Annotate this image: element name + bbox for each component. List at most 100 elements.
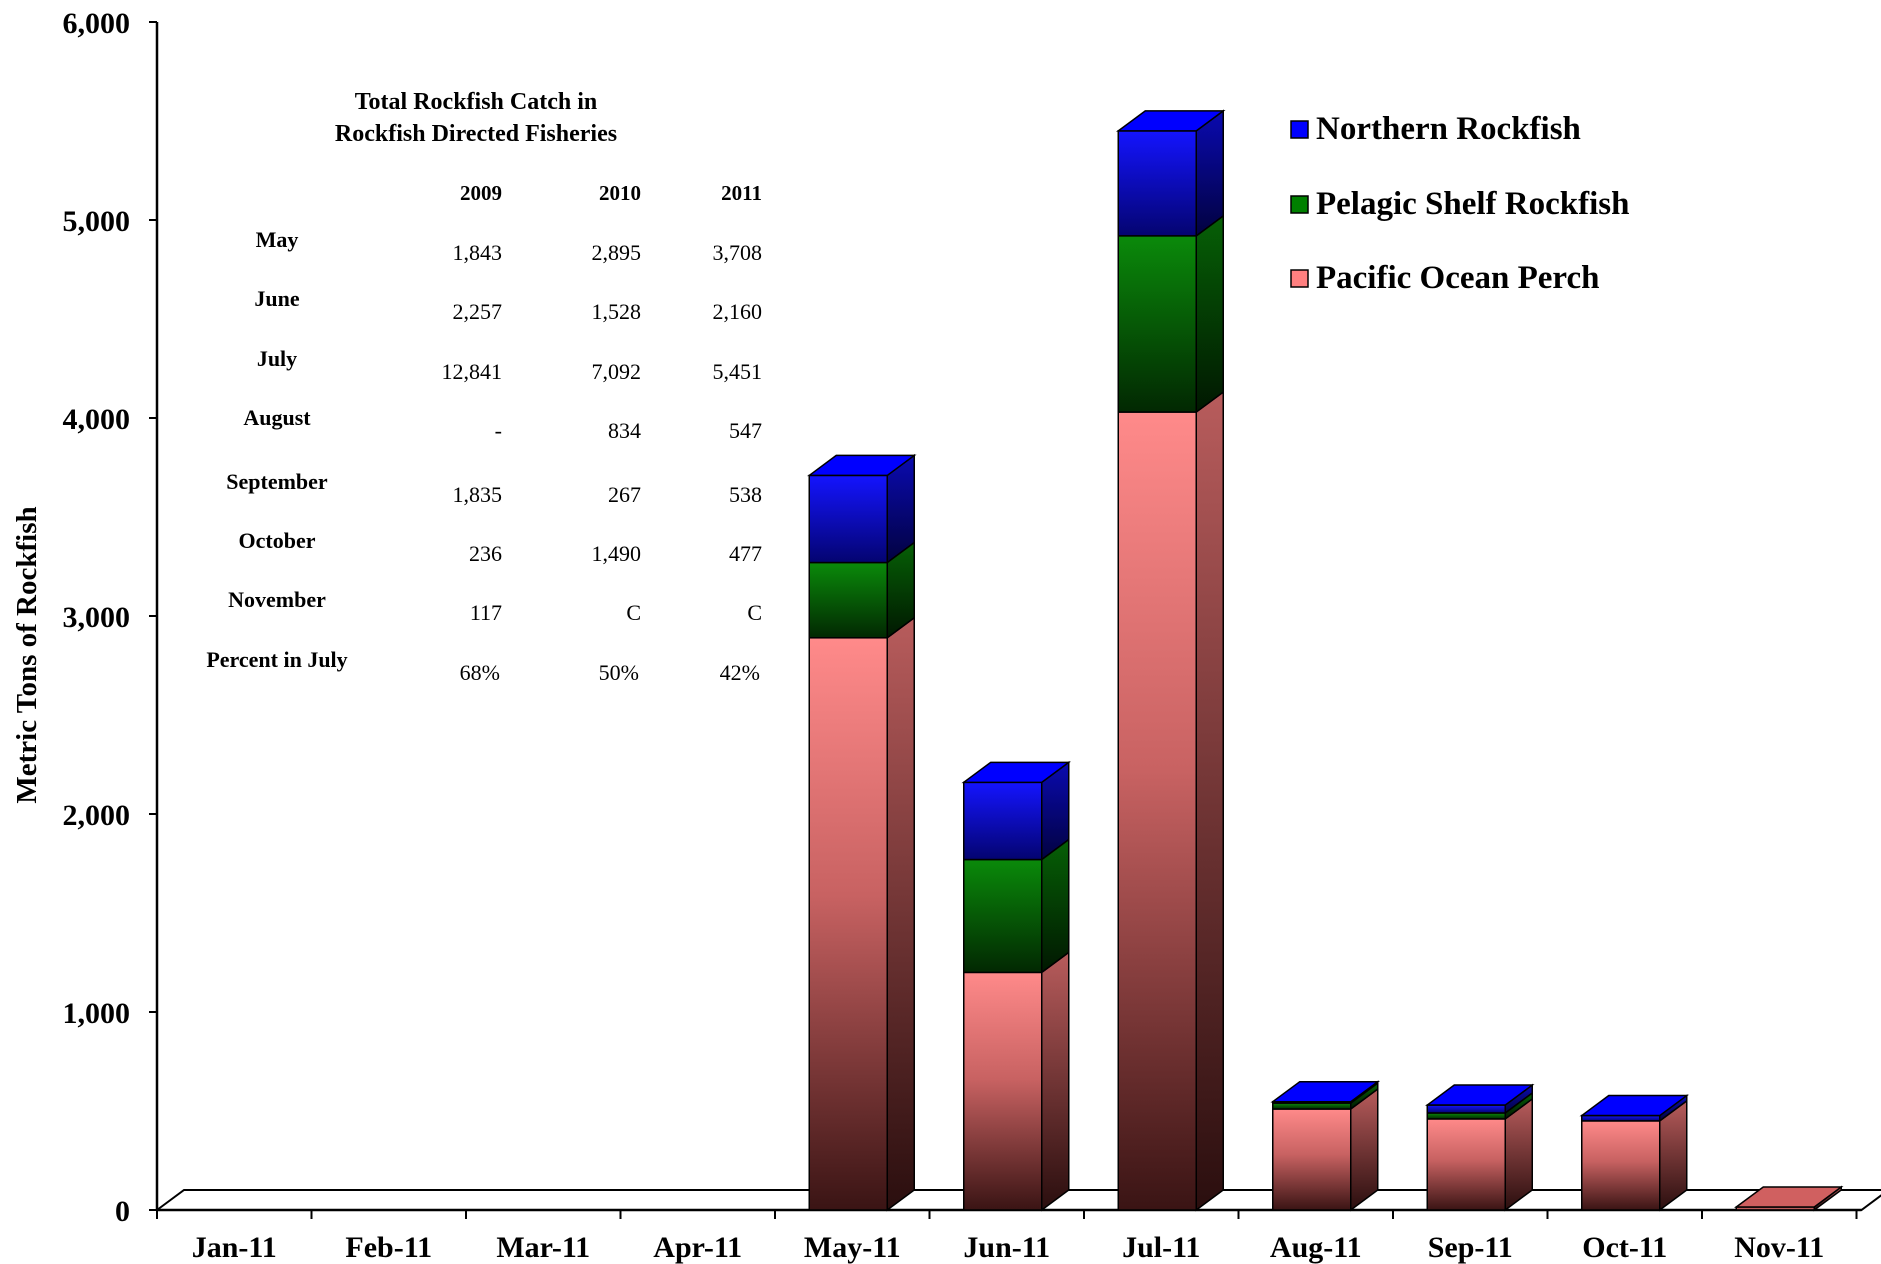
- bar-front: [1117, 235, 1197, 413]
- legend-swatch: [1290, 195, 1309, 214]
- bar-front: [808, 561, 888, 639]
- table-title-line1: Total Rockfish Catch in: [355, 89, 597, 115]
- bar-segment: [1117, 390, 1224, 1212]
- bar-side: [1195, 390, 1224, 1212]
- legend-item: Northern Rockfish: [1290, 111, 1581, 147]
- y-tick-label: 3,000: [63, 601, 131, 634]
- legend-item: Pacific Ocean Perch: [1290, 260, 1599, 296]
- bar-top: [1424, 1084, 1535, 1106]
- x-tick-label: Apr-11: [653, 1231, 742, 1264]
- table-cell: 267: [608, 482, 641, 507]
- bar-front: [1117, 411, 1197, 1211]
- y-tick-label: 6,000: [63, 7, 131, 40]
- table-row-label: November: [228, 587, 326, 612]
- bar-segment: [963, 760, 1070, 862]
- table-cell: 236: [469, 541, 502, 566]
- table-cell: 1,843: [453, 240, 503, 265]
- table-cell: 1,528: [592, 299, 642, 324]
- table-cell: 1,490: [592, 541, 642, 566]
- table-row-label: July: [257, 346, 297, 371]
- table-row-label: May: [256, 227, 299, 252]
- legend-label: Pacific Ocean Perch: [1316, 260, 1599, 296]
- legend-label: Northern Rockfish: [1316, 111, 1581, 147]
- bar-stack-sep-11: [1424, 1083, 1535, 1212]
- bar-segment: [1581, 1099, 1688, 1212]
- table-cell: 538: [729, 482, 762, 507]
- table-row-label: October: [239, 528, 316, 553]
- bars: [806, 109, 1844, 1212]
- bar-side: [1041, 838, 1070, 974]
- table-cell: 42%: [720, 660, 760, 685]
- legend-swatch: [1290, 269, 1309, 288]
- bar-side: [886, 616, 915, 1212]
- table-body: 2009 2010 2011 May 1,843 2,895 3,708 June 2,257 1…: [206, 181, 762, 685]
- table-row-label: September: [226, 469, 328, 494]
- bar-segment: [963, 950, 1070, 1212]
- x-tick-label: Sep-11: [1428, 1231, 1513, 1264]
- bar-stack-jun-11: [961, 760, 1072, 1212]
- y-tick-label: 1,000: [63, 997, 131, 1030]
- y-tick-label: 2,000: [63, 799, 131, 832]
- bar-front: [963, 781, 1043, 861]
- x-tick-label: Feb-11: [345, 1231, 432, 1264]
- bar-top: [1733, 1186, 1844, 1208]
- bar-top: [1270, 1080, 1381, 1103]
- bar-front: [1581, 1120, 1661, 1211]
- bar-stack-may-11: [806, 453, 917, 1212]
- bar-side: [1350, 1087, 1379, 1212]
- table-cell: 12,841: [442, 359, 503, 384]
- table-cell: -: [495, 418, 502, 443]
- bar-side: [1195, 214, 1224, 414]
- bar-front: [808, 474, 888, 564]
- x-tick-label: Mar-11: [496, 1231, 590, 1264]
- bar-segment: [808, 616, 915, 1212]
- bar-front: [1581, 1114, 1661, 1122]
- bar-top: [961, 761, 1072, 784]
- table-cell: 50%: [599, 660, 639, 685]
- bar-segment: [963, 838, 1070, 974]
- bar-front: [963, 971, 1043, 1211]
- bar-segment: [1117, 214, 1224, 414]
- table-cell: 477: [729, 541, 762, 566]
- bar-front: [1117, 130, 1197, 237]
- table-column-header: 2011: [721, 181, 762, 205]
- table-cell: 834: [608, 418, 641, 443]
- table-cell: 68%: [460, 660, 500, 685]
- bar-top: [1579, 1094, 1690, 1117]
- x-tick-label: Jun-11: [963, 1231, 1050, 1264]
- table-row-label: August: [243, 405, 311, 430]
- bar-side: [1041, 950, 1070, 1212]
- bar-top: [1115, 110, 1226, 132]
- table-cell: 117: [470, 600, 502, 625]
- bar-front: [1426, 1104, 1506, 1114]
- table-cell: 2,257: [453, 299, 503, 324]
- table-title-line2: Rockfish Directed Fisheries: [335, 121, 617, 147]
- bar-stack-aug-11: [1270, 1080, 1381, 1212]
- bar-stack-jul-11: [1115, 109, 1226, 1212]
- table-cell: 5,451: [713, 359, 763, 384]
- table-column-header: 2009: [460, 181, 502, 205]
- bar-front: [963, 858, 1043, 974]
- bar-top: [806, 454, 917, 477]
- bar-front: [1272, 1108, 1352, 1211]
- bar-segment: [808, 541, 915, 640]
- bar-segment: [808, 453, 915, 565]
- table-row-label: June: [254, 286, 299, 311]
- table-column-header: 2010: [599, 181, 641, 205]
- bar-front: [1426, 1118, 1506, 1211]
- table-cell: 2,895: [592, 240, 642, 265]
- table-cell: C: [747, 600, 762, 625]
- x-tick-label: May-11: [804, 1231, 901, 1264]
- bar-front: [808, 637, 888, 1211]
- x-tick-label: Oct-11: [1582, 1231, 1667, 1264]
- y-tick-label: 4,000: [63, 403, 131, 436]
- bar-front: [1272, 1102, 1352, 1110]
- bar-front: [1426, 1112, 1506, 1120]
- table-cell: 2,160: [713, 299, 763, 324]
- y-tick-label: 0: [115, 1195, 130, 1228]
- legend-label: Pelagic Shelf Rockfish: [1316, 186, 1629, 222]
- y-axis-title: Metric Tons of Rockfish: [11, 506, 43, 803]
- table-cell: 1,835: [453, 482, 503, 507]
- bar-stack-nov-11: [1733, 1185, 1844, 1212]
